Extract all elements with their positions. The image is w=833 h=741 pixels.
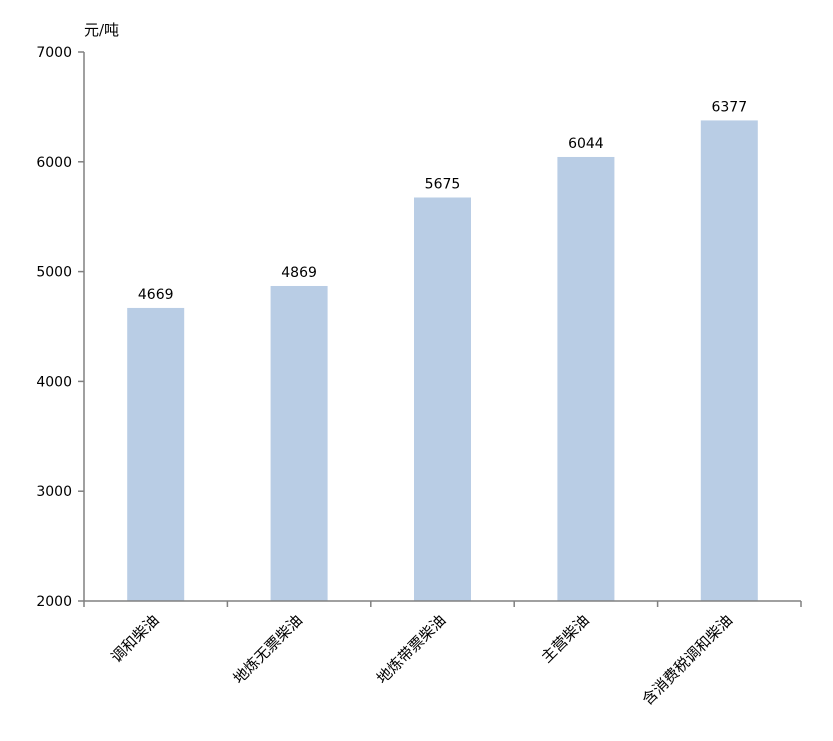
bar-value-label: 6377 xyxy=(711,99,747,115)
y-tick-label: 3000 xyxy=(36,484,72,500)
y-axis-ticks: 2000 3000 4000 5000 6000 7000 xyxy=(36,45,84,610)
x-category-label: 含消费税调和柴油 xyxy=(639,611,737,709)
bar xyxy=(414,197,471,602)
bar xyxy=(270,285,328,601)
y-tick-label: 4000 xyxy=(36,374,72,390)
bar-value-label: 4669 xyxy=(138,287,174,303)
y-tick-label: 2000 xyxy=(36,594,72,610)
bar-value-label: 4869 xyxy=(281,265,317,281)
bar-value-label: 6044 xyxy=(568,136,604,152)
bar xyxy=(127,307,185,601)
x-category-label: 调和柴油 xyxy=(107,611,162,666)
y-tick-label: 7000 xyxy=(36,45,72,61)
bar xyxy=(700,120,758,602)
x-category-label: 地炼带票柴油 xyxy=(373,611,449,687)
x-axis-ticks: 调和柴油 地炼无票柴油 地炼带票柴油 主营柴油 含消费税调和柴油 xyxy=(83,601,802,709)
bars xyxy=(127,120,758,602)
x-category-label: 地炼无票柴油 xyxy=(230,611,306,687)
x-category-label: 主营柴油 xyxy=(538,611,593,666)
bar xyxy=(557,156,615,601)
y-tick-label: 5000 xyxy=(36,265,72,281)
y-axis-unit-label: 元/吨 xyxy=(84,21,119,39)
bar-value-label: 5675 xyxy=(425,176,461,192)
y-tick-label: 6000 xyxy=(36,155,72,171)
data-labels: 4669 4869 5675 6044 6377 xyxy=(138,99,747,303)
